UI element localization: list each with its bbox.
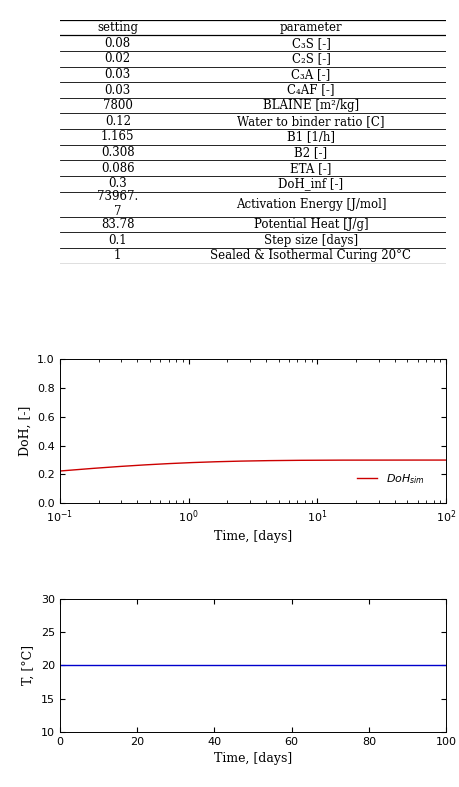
Text: B2 [-]: B2 [-] — [294, 146, 327, 159]
Text: 73967.
7: 73967. 7 — [97, 190, 138, 218]
Text: 0.03: 0.03 — [104, 83, 131, 97]
Text: 0.08: 0.08 — [105, 37, 130, 50]
Text: C₂S [-]: C₂S [-] — [291, 52, 330, 65]
Text: 0.03: 0.03 — [104, 68, 131, 81]
Text: 0.12: 0.12 — [105, 115, 130, 127]
Text: parameter: parameter — [279, 21, 341, 34]
X-axis label: Time, [days]: Time, [days] — [213, 530, 291, 543]
Text: Step size [days]: Step size [days] — [263, 234, 357, 246]
X-axis label: Time, [days]: Time, [days] — [213, 752, 291, 765]
Y-axis label: T, [°C]: T, [°C] — [22, 645, 35, 685]
Text: C₄AF [-]: C₄AF [-] — [286, 83, 334, 97]
Text: B1 [1/h]: B1 [1/h] — [286, 131, 334, 143]
Y-axis label: DoH, [-]: DoH, [-] — [19, 406, 32, 456]
Text: 0.1: 0.1 — [108, 234, 127, 246]
Text: Water to binder ratio [C]: Water to binder ratio [C] — [237, 115, 384, 127]
Text: 0.308: 0.308 — [101, 146, 134, 159]
Text: C₃S [-]: C₃S [-] — [291, 37, 330, 50]
Text: 0.086: 0.086 — [101, 162, 134, 175]
Text: 0.02: 0.02 — [105, 52, 130, 65]
Text: 1: 1 — [114, 249, 121, 262]
Text: 1.165: 1.165 — [101, 131, 134, 143]
Text: DoH_inf [-]: DoH_inf [-] — [278, 177, 343, 190]
Legend: $\mathit{DoH}_{sim}$: $\mathit{DoH}_{sim}$ — [352, 467, 428, 490]
Text: C₃A [-]: C₃A [-] — [291, 68, 330, 81]
Text: 83.78: 83.78 — [101, 218, 134, 231]
Text: BLAINE [m²/kg]: BLAINE [m²/kg] — [263, 99, 358, 113]
Text: Sealed & Isothermal Curing 20°C: Sealed & Isothermal Curing 20°C — [210, 249, 410, 262]
Text: Potential Heat [J/g]: Potential Heat [J/g] — [253, 218, 368, 231]
Text: Activation Energy [J/mol]: Activation Energy [J/mol] — [235, 198, 386, 211]
Text: 7800: 7800 — [103, 99, 132, 113]
Text: setting: setting — [97, 21, 138, 34]
Text: ETA [-]: ETA [-] — [290, 162, 331, 175]
Text: 0.3: 0.3 — [108, 177, 127, 190]
